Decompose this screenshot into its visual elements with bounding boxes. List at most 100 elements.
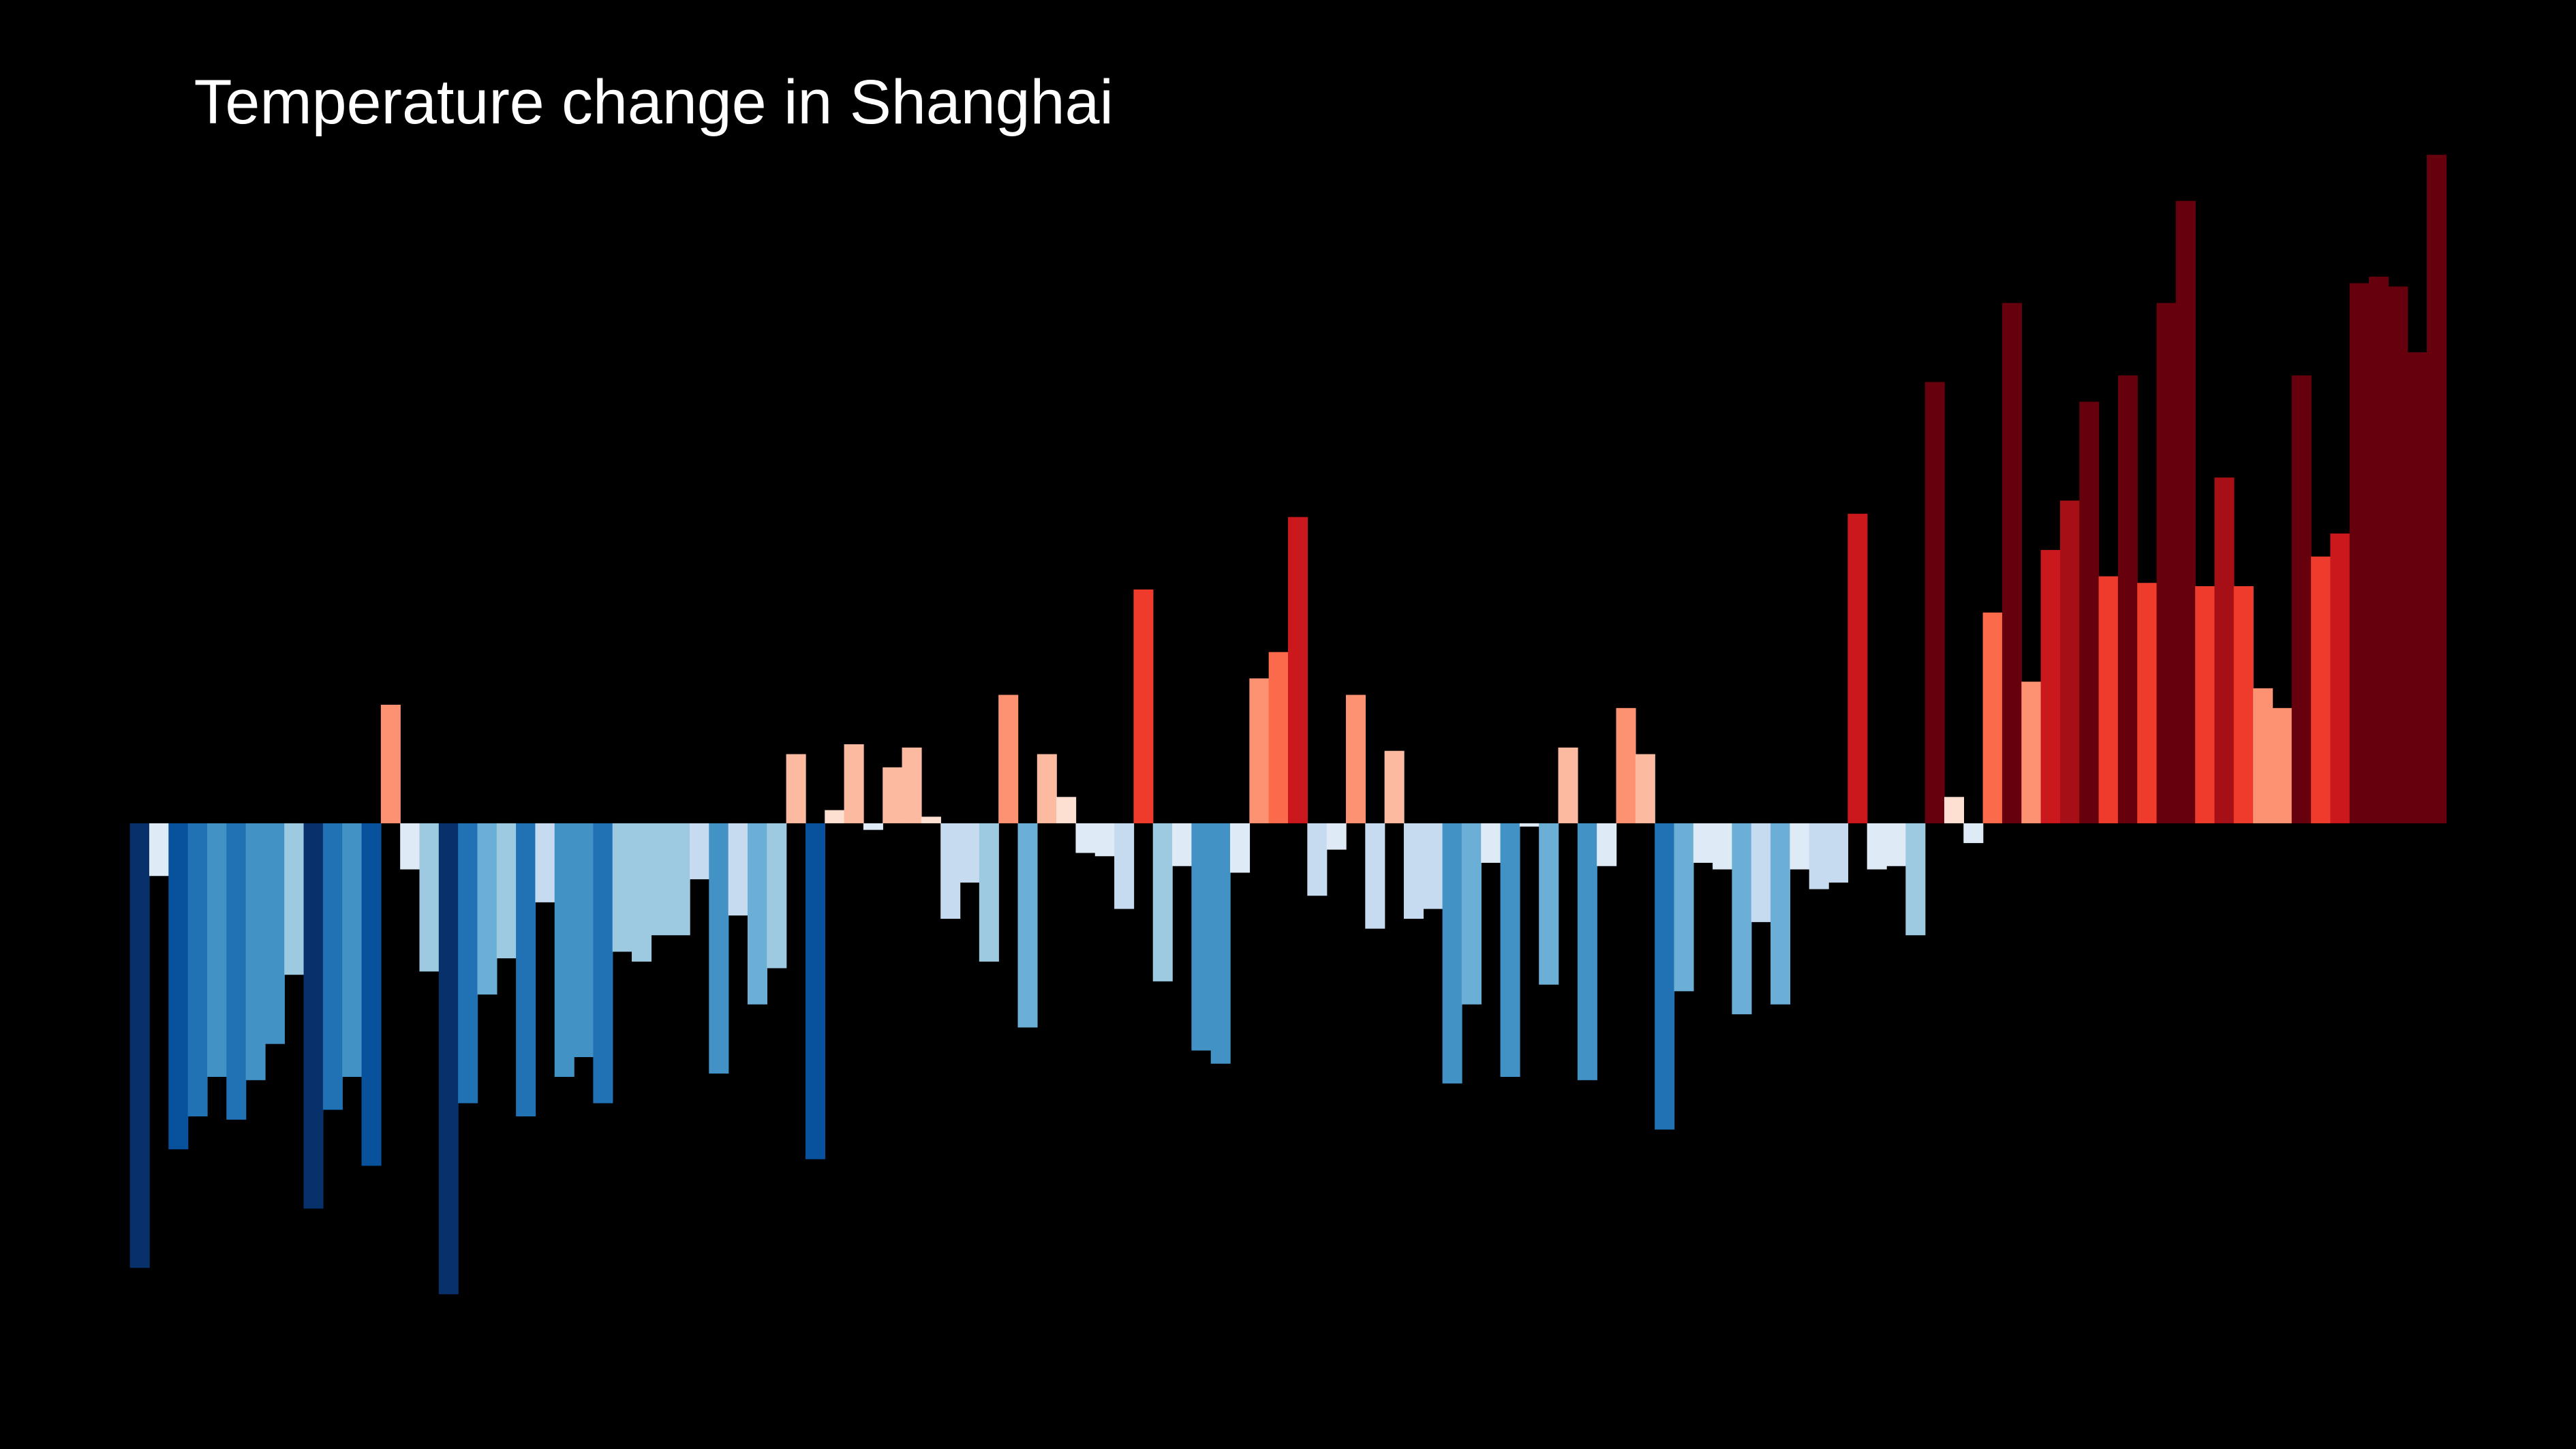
bar (2137, 583, 2158, 823)
bar (2291, 375, 2312, 823)
bar (2233, 586, 2254, 823)
bar (226, 823, 247, 1120)
bar (322, 823, 343, 1110)
bar (206, 823, 227, 1078)
bar (805, 823, 825, 1159)
bar (979, 823, 999, 962)
bar (2040, 549, 2061, 823)
bar (863, 823, 883, 830)
bar (1519, 823, 1539, 827)
bar (2272, 707, 2293, 823)
bar (1963, 823, 1984, 843)
bar (651, 823, 671, 936)
bar (1982, 612, 2003, 823)
bar (998, 695, 1019, 823)
bar (535, 823, 555, 902)
bar (612, 823, 632, 952)
bar (2388, 286, 2408, 823)
bar (747, 823, 768, 1005)
bar (1944, 797, 1965, 823)
bar (1713, 823, 1733, 870)
bar (187, 823, 208, 1116)
bar (1423, 823, 1443, 909)
bar (2059, 500, 2080, 823)
bar (380, 705, 401, 823)
bar (419, 823, 440, 972)
bar (1635, 754, 1655, 823)
bar (2195, 586, 2215, 823)
bar (458, 823, 478, 1103)
bar (1461, 823, 1482, 1005)
bar (1210, 823, 1231, 1064)
bar (1345, 695, 1366, 823)
bar (361, 823, 382, 1166)
bar (1828, 823, 1849, 883)
bar (2021, 682, 2042, 823)
bar (1886, 823, 1907, 866)
bar (1577, 823, 1597, 1080)
bar (1442, 823, 1462, 1084)
bar (284, 823, 305, 975)
bar (2427, 155, 2447, 823)
bar (1152, 823, 1173, 981)
bar (786, 754, 806, 823)
bar (1770, 823, 1791, 1005)
bar (767, 823, 787, 968)
bar (690, 823, 710, 880)
bar (1114, 823, 1135, 909)
bar (1790, 823, 1810, 870)
bar (1230, 823, 1251, 873)
bar (1288, 517, 1308, 823)
bar (129, 823, 150, 1268)
bar (2330, 533, 2350, 823)
bar (1558, 747, 1578, 823)
bar (632, 823, 652, 962)
bar (844, 744, 864, 823)
bar (902, 747, 922, 823)
bar (728, 823, 748, 916)
bar (574, 823, 594, 1058)
bar (1481, 823, 1501, 863)
bar (342, 823, 363, 1078)
bar (516, 823, 536, 1116)
bar (670, 823, 690, 936)
bar (1326, 823, 1347, 850)
bar (2214, 477, 2235, 823)
bar (400, 823, 420, 870)
bar (1925, 382, 1945, 823)
bar (1751, 823, 1771, 922)
bar (554, 823, 574, 1078)
bar (2253, 688, 2273, 823)
bar (825, 810, 845, 823)
bar (245, 823, 266, 1080)
bar (1403, 823, 1424, 919)
bar (1094, 823, 1115, 857)
bar (1133, 589, 1154, 823)
bar (149, 823, 170, 876)
bar (1693, 823, 1713, 863)
bar (1384, 750, 1405, 823)
bar (496, 823, 517, 959)
bar (2098, 576, 2119, 823)
bar (2156, 303, 2177, 823)
bar (1191, 823, 1212, 1051)
bar (1307, 823, 1328, 896)
bar (1655, 823, 1675, 1130)
bar (2311, 556, 2331, 823)
bar (1847, 513, 1868, 823)
bar (1500, 823, 1520, 1078)
bar (1365, 823, 1385, 929)
bar (593, 823, 613, 1103)
bar (1249, 678, 1270, 823)
bar (2349, 283, 2370, 823)
bar (1075, 823, 1096, 853)
bar (1172, 823, 1193, 866)
bar (940, 823, 961, 919)
bar (2002, 303, 2022, 823)
bar (1905, 823, 1926, 936)
bar (1056, 797, 1077, 823)
bar (264, 823, 285, 1044)
bar (1732, 823, 1752, 1015)
bar (709, 823, 729, 1074)
